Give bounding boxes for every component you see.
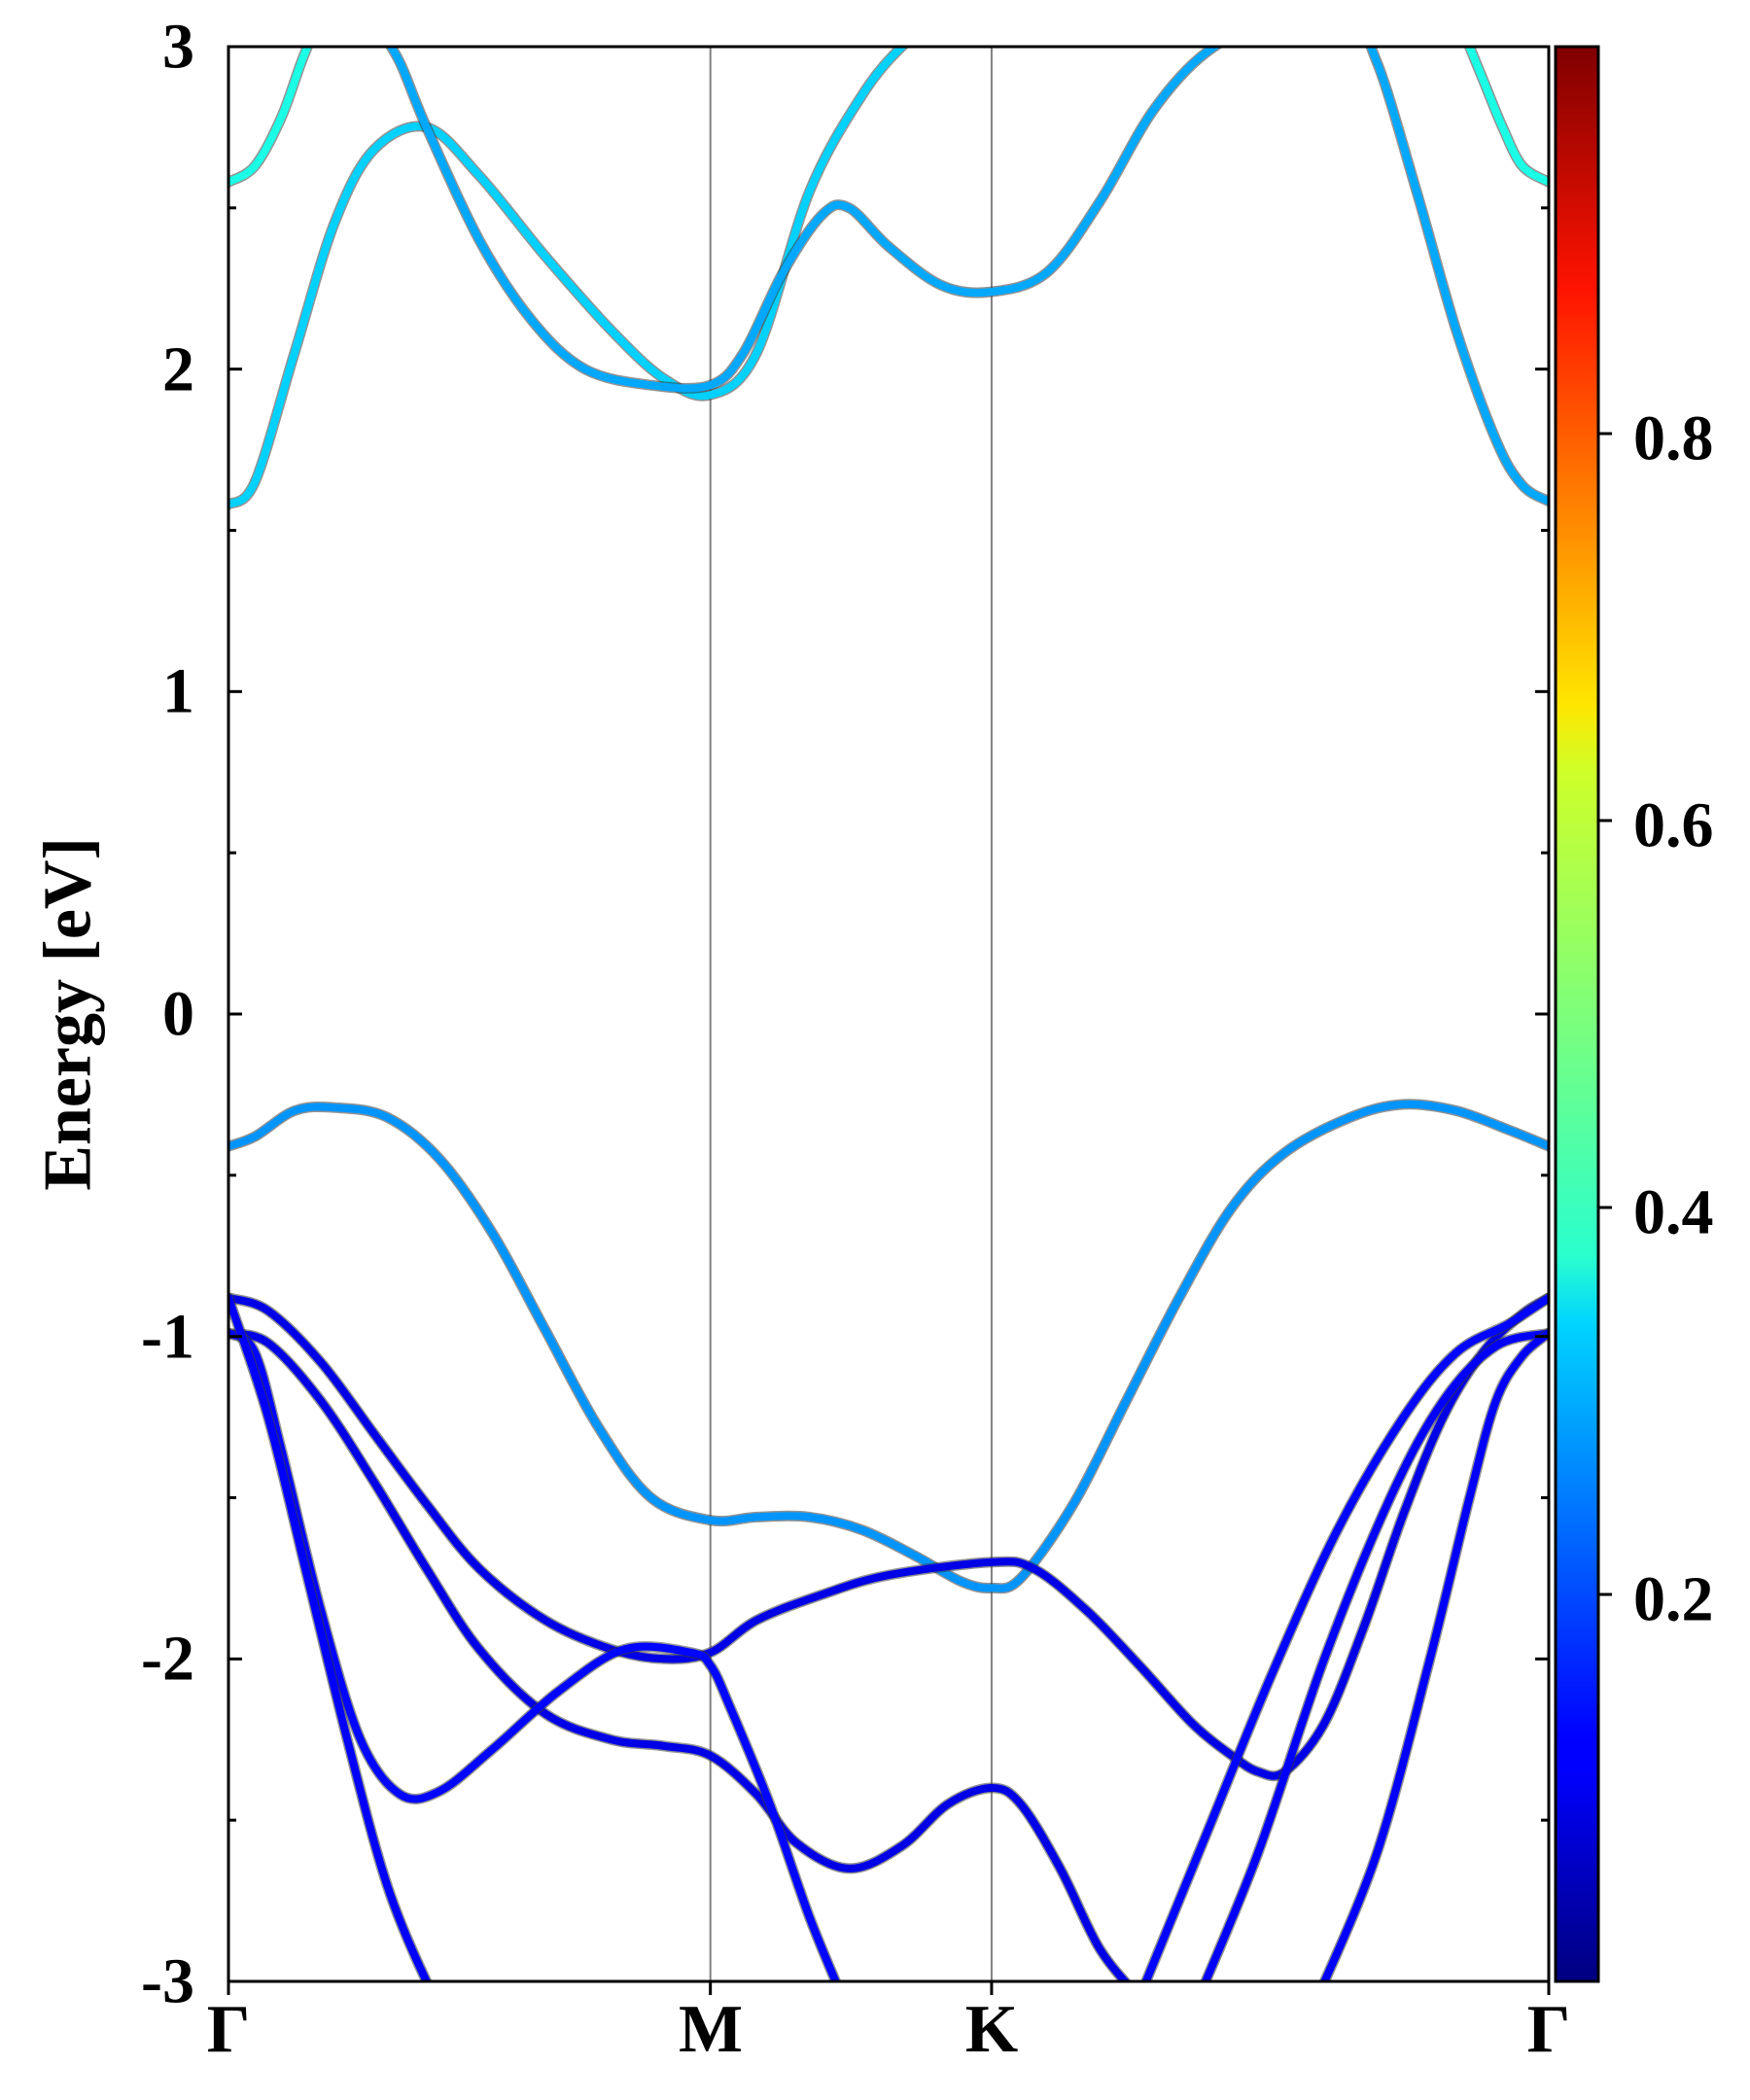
band-valence-band-6 bbox=[1141, 1293, 1549, 1981]
colorbar-label-0.4: 0.4 bbox=[1633, 1177, 1714, 1248]
band-conduction-band-1 bbox=[386, 47, 1549, 506]
band-valence-band-5 bbox=[228, 1293, 432, 1981]
kpoint-label-gamma-end: Γ bbox=[1527, 1992, 1571, 2067]
band-valence-band-8 bbox=[1320, 1329, 1549, 1981]
y-tick-label-3: 3 bbox=[162, 12, 194, 83]
colorbar-label-0.2: 0.2 bbox=[1633, 1564, 1714, 1635]
band-conduction-band-3b bbox=[1465, 47, 1549, 187]
colorbar-tick-labels: 0.2 0.4 0.6 0.8 bbox=[1633, 403, 1714, 1635]
band-valence-band-7 bbox=[1201, 1329, 1549, 1981]
y-tick-labels: 3 2 1 0 -1 -2 -3 bbox=[141, 12, 194, 2017]
band-outline-valence-band-6 bbox=[1139, 1292, 1549, 1981]
y-tick-label-neg3: -3 bbox=[141, 1946, 194, 2017]
kpoint-label-k: K bbox=[965, 1992, 1018, 2067]
band-valence-band-4 bbox=[228, 1329, 840, 1981]
band-outline-valence-band-4 bbox=[228, 1327, 842, 1981]
kpoint-label-gamma-start: Γ bbox=[207, 1992, 251, 2067]
band-outline-conduction-band-2 bbox=[228, 47, 910, 510]
band-outline-valence-band-7 bbox=[1200, 1327, 1549, 1981]
x-tick-labels: Γ M K Γ bbox=[207, 1992, 1571, 2067]
colorbar-label-0.6: 0.6 bbox=[1633, 790, 1714, 861]
y-tick-label-neg2: -2 bbox=[141, 1624, 194, 1695]
y-axis-label: Energy [eV] bbox=[31, 837, 106, 1191]
kpoint-label-m: M bbox=[679, 1992, 743, 2067]
band-conduction-band-3 bbox=[228, 47, 312, 187]
y-axis-ticks bbox=[228, 45, 1549, 1983]
y-tick-label-0: 0 bbox=[162, 979, 194, 1050]
band-valence-band-1 bbox=[228, 1100, 1549, 1592]
y-tick-label-2: 2 bbox=[162, 334, 194, 405]
x-axis-ticks bbox=[227, 1981, 1551, 1995]
colorbar-ticks bbox=[1598, 432, 1612, 1596]
band-lines bbox=[228, 47, 1549, 1981]
band-conduction-band-2 bbox=[228, 47, 908, 508]
plot-frame bbox=[227, 45, 1551, 1983]
y-tick-label-1: 1 bbox=[162, 656, 194, 727]
band-valence-band-2 bbox=[228, 1293, 1549, 1780]
y-tick-label-neg1: -1 bbox=[141, 1302, 194, 1373]
band-valence-band-3 bbox=[228, 1329, 1131, 1981]
colorbar-label-0.8: 0.8 bbox=[1633, 403, 1714, 474]
band-outline-valence-band-3 bbox=[228, 1327, 1133, 1981]
colorbar bbox=[1554, 45, 1600, 1983]
